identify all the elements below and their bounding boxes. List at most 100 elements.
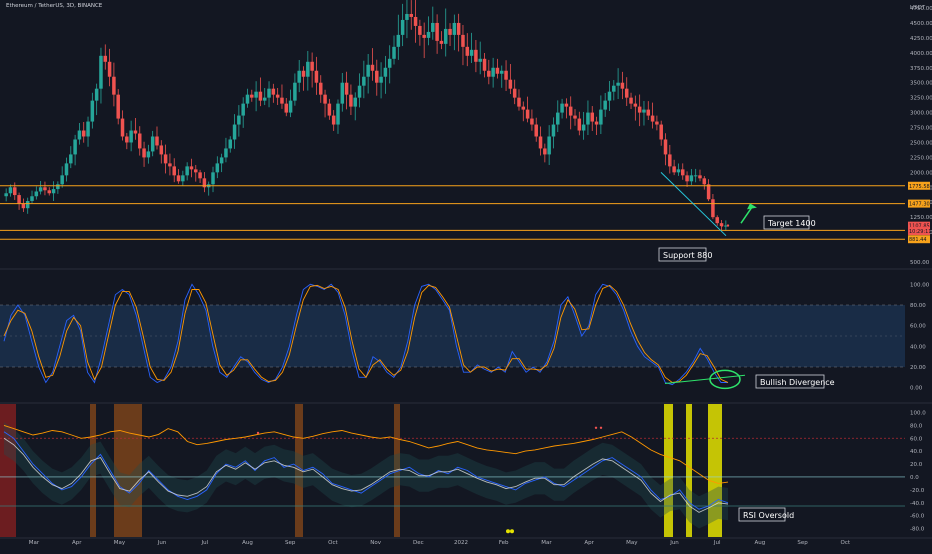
candle-body <box>422 34 426 38</box>
highlight-column <box>686 404 692 537</box>
candle-body <box>435 22 439 41</box>
price-y-tick-label: 4500.00 <box>910 21 932 27</box>
rsi-y-tick-label: -60.0 <box>910 514 925 520</box>
target-arrow <box>740 206 753 224</box>
candle-body <box>38 187 43 192</box>
price-y-tick-label: 2250.00 <box>910 155 932 161</box>
candle-body <box>366 64 370 77</box>
candle-body <box>426 31 431 38</box>
x-tick-label: Sep <box>797 540 808 546</box>
price-y-tick-label: 3000.00 <box>910 111 932 117</box>
price-y-tick-label: 2750.00 <box>910 126 932 132</box>
candle-body <box>495 67 500 74</box>
x-tick-label: Jul <box>200 540 208 546</box>
candle-body <box>646 109 651 116</box>
candle-body <box>439 40 444 44</box>
candle-body <box>99 55 103 89</box>
candle-body <box>551 124 556 137</box>
price-y-tick-label: 4250.00 <box>910 36 932 42</box>
candle-body <box>650 115 655 122</box>
price-y-tick-label: 3250.00 <box>910 96 932 102</box>
candle-body <box>538 136 543 149</box>
x-tick-label: Aug <box>242 540 253 546</box>
candle-body <box>155 136 159 146</box>
candle-body <box>25 201 30 209</box>
annotation-support: Support 880 <box>663 251 712 260</box>
candle-body <box>413 16 418 26</box>
candle-body <box>564 103 569 107</box>
rsi-y-tick-label: 40.0 <box>910 449 923 455</box>
candle-body <box>30 196 34 202</box>
candle-body <box>125 136 129 143</box>
candle-body <box>663 139 668 155</box>
candle-body <box>237 115 241 125</box>
price-y-tick-label: 3750.00 <box>910 66 932 72</box>
divergence-circle <box>709 369 741 390</box>
candle-body <box>228 139 233 149</box>
trend-line <box>660 171 727 237</box>
level-price-tag-label: 1775.58 <box>909 184 930 190</box>
marker-dot <box>726 224 730 227</box>
candle-body <box>659 124 663 140</box>
rsi-signal-dot <box>256 431 260 435</box>
x-tick-label: Dec <box>413 540 424 546</box>
annotation-rsi-oversold-box <box>738 507 786 522</box>
candle-body <box>534 124 538 137</box>
price-y-tick-label: 1250.00 <box>910 215 932 221</box>
candle-body <box>508 79 513 89</box>
current-price-tag <box>908 221 930 230</box>
rsi-y-tick-label: 100.0 <box>910 410 926 416</box>
candle-body <box>112 76 116 95</box>
candle-body <box>461 34 465 47</box>
candles-group <box>4 0 728 231</box>
highlight-column <box>394 404 400 537</box>
x-tick-label: 2022 <box>454 540 468 546</box>
candle-body <box>474 49 478 62</box>
annotation-divergence-box <box>755 374 825 389</box>
candle-body <box>297 70 301 83</box>
candle-body <box>370 64 375 71</box>
candle-body <box>198 172 202 179</box>
candle-body <box>387 58 392 68</box>
level-price-tag-label: 1477.30 <box>909 202 930 208</box>
candle-body <box>211 172 215 185</box>
candle-body <box>4 193 8 197</box>
candle-body <box>336 103 340 125</box>
x-tick-label: Oct <box>841 540 851 546</box>
candle-body <box>56 184 60 190</box>
candle-body <box>69 154 73 164</box>
annotation-target-box <box>763 215 810 230</box>
x-tick-label: Jun <box>157 540 167 546</box>
candle-body <box>676 169 681 173</box>
candle-body <box>711 199 715 218</box>
candle-body <box>624 88 629 98</box>
candle-body <box>482 58 487 71</box>
candle-body <box>318 82 323 95</box>
candle-body <box>616 82 620 86</box>
candle-body <box>293 82 297 101</box>
rsi-white-line <box>3 437 729 513</box>
candle-body <box>581 124 586 131</box>
candle-body <box>163 154 168 164</box>
candle-body <box>43 187 47 191</box>
candle-body <box>189 166 194 170</box>
candle-body <box>655 121 659 125</box>
price-y-tick-label: 2000.00 <box>910 170 932 176</box>
candle-body <box>560 103 564 113</box>
candle-body <box>275 94 280 98</box>
candle-body <box>241 103 245 116</box>
candle-body <box>685 175 689 182</box>
price-y-tick-label: 4750.00 <box>910 6 932 12</box>
divergence-line <box>664 374 746 385</box>
candle-body <box>60 175 64 185</box>
candle-body <box>633 103 638 107</box>
stoch-y-tick-label: 0.00 <box>910 386 923 392</box>
candle-body <box>86 121 90 137</box>
highlight-column <box>0 404 16 537</box>
candle-body <box>219 157 224 164</box>
candle-body <box>314 70 319 83</box>
marker-dot <box>720 224 724 227</box>
x-tick-label: May <box>626 540 638 546</box>
candle-body <box>245 94 250 104</box>
